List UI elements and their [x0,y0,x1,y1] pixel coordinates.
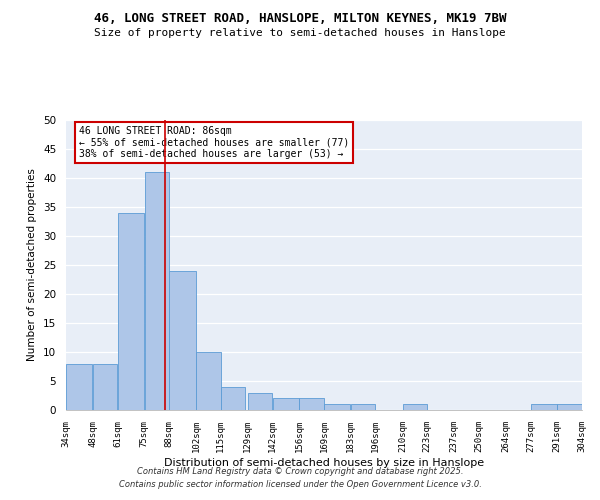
Bar [66,364,92,410]
Bar [403,404,427,410]
Bar [530,404,557,410]
Text: Size of property relative to semi-detached houses in Hanslope: Size of property relative to semi-detach… [94,28,506,38]
X-axis label: Distribution of semi-detached houses by size in Hanslope: Distribution of semi-detached houses by … [164,458,484,468]
Bar [557,404,582,410]
Bar [169,271,196,410]
Text: 46, LONG STREET ROAD, HANSLOPE, MILTON KEYNES, MK19 7BW: 46, LONG STREET ROAD, HANSLOPE, MILTON K… [94,12,506,26]
Bar [248,392,272,410]
Y-axis label: Number of semi-detached properties: Number of semi-detached properties [28,168,37,362]
Bar [351,404,376,410]
Text: Contains HM Land Registry data © Crown copyright and database right 2025.: Contains HM Land Registry data © Crown c… [137,467,463,476]
Bar [299,398,324,410]
Bar [145,172,169,410]
Bar [196,352,221,410]
Bar [324,404,350,410]
Bar [118,213,144,410]
Text: Contains public sector information licensed under the Open Government Licence v3: Contains public sector information licen… [119,480,481,489]
Bar [93,364,118,410]
Bar [221,387,245,410]
Bar [272,398,299,410]
Text: 46 LONG STREET ROAD: 86sqm
← 55% of semi-detached houses are smaller (77)
38% of: 46 LONG STREET ROAD: 86sqm ← 55% of semi… [79,126,349,159]
